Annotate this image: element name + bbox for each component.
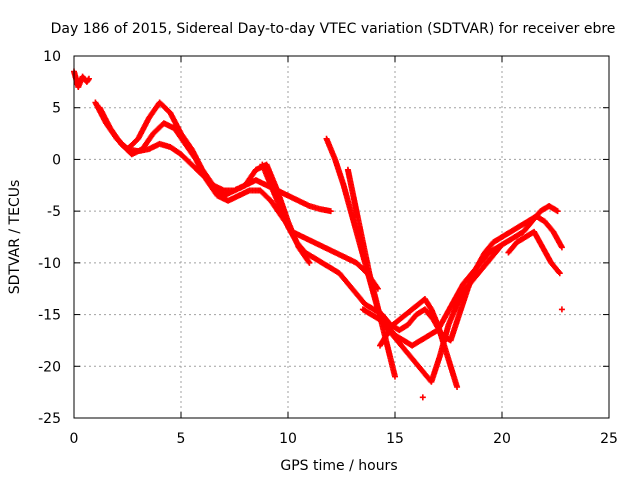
chart-title: Day 186 of 2015, Sidereal Day-to-day VTE… <box>51 21 616 37</box>
x-tick-label: 5 <box>177 431 186 447</box>
data-point <box>496 244 503 251</box>
data-point <box>85 75 92 82</box>
data-point <box>495 245 502 252</box>
y-tick-label: 5 <box>52 101 61 117</box>
x-tick-label: 15 <box>386 431 404 447</box>
x-tick-label: 0 <box>70 431 79 447</box>
data-point <box>555 269 562 276</box>
data-point <box>554 208 561 215</box>
y-tick-label: 10 <box>43 49 61 65</box>
y-ticks: 10 5 0 -5 -10 -15 -20 -25 <box>38 49 609 427</box>
y-tick-label: -20 <box>38 359 61 375</box>
y-tick-label: -10 <box>38 256 61 272</box>
data-points <box>71 68 565 401</box>
y-tick-label: -15 <box>38 308 61 324</box>
data-point <box>556 270 563 277</box>
y-axis-label: SDTVAR / TECUs <box>7 180 23 295</box>
x-tick-label: 10 <box>279 431 297 447</box>
y-tick-label: -5 <box>47 204 61 220</box>
y-tick-label: 0 <box>52 152 61 168</box>
x-tick-label: 25 <box>600 431 618 447</box>
x-tick-label: 20 <box>493 431 511 447</box>
data-point <box>327 208 334 215</box>
x-axis-label: GPS time / hours <box>280 458 397 474</box>
grid <box>74 56 609 418</box>
x-ticks: 0 5 10 15 20 25 <box>70 56 618 447</box>
data-point <box>306 259 313 266</box>
data-point <box>454 383 461 390</box>
data-point <box>392 373 398 380</box>
y-tick-label: -25 <box>38 411 61 427</box>
data-point <box>558 244 565 251</box>
data-point <box>558 306 565 313</box>
data-point <box>419 394 426 401</box>
plot-frame <box>73 55 610 419</box>
